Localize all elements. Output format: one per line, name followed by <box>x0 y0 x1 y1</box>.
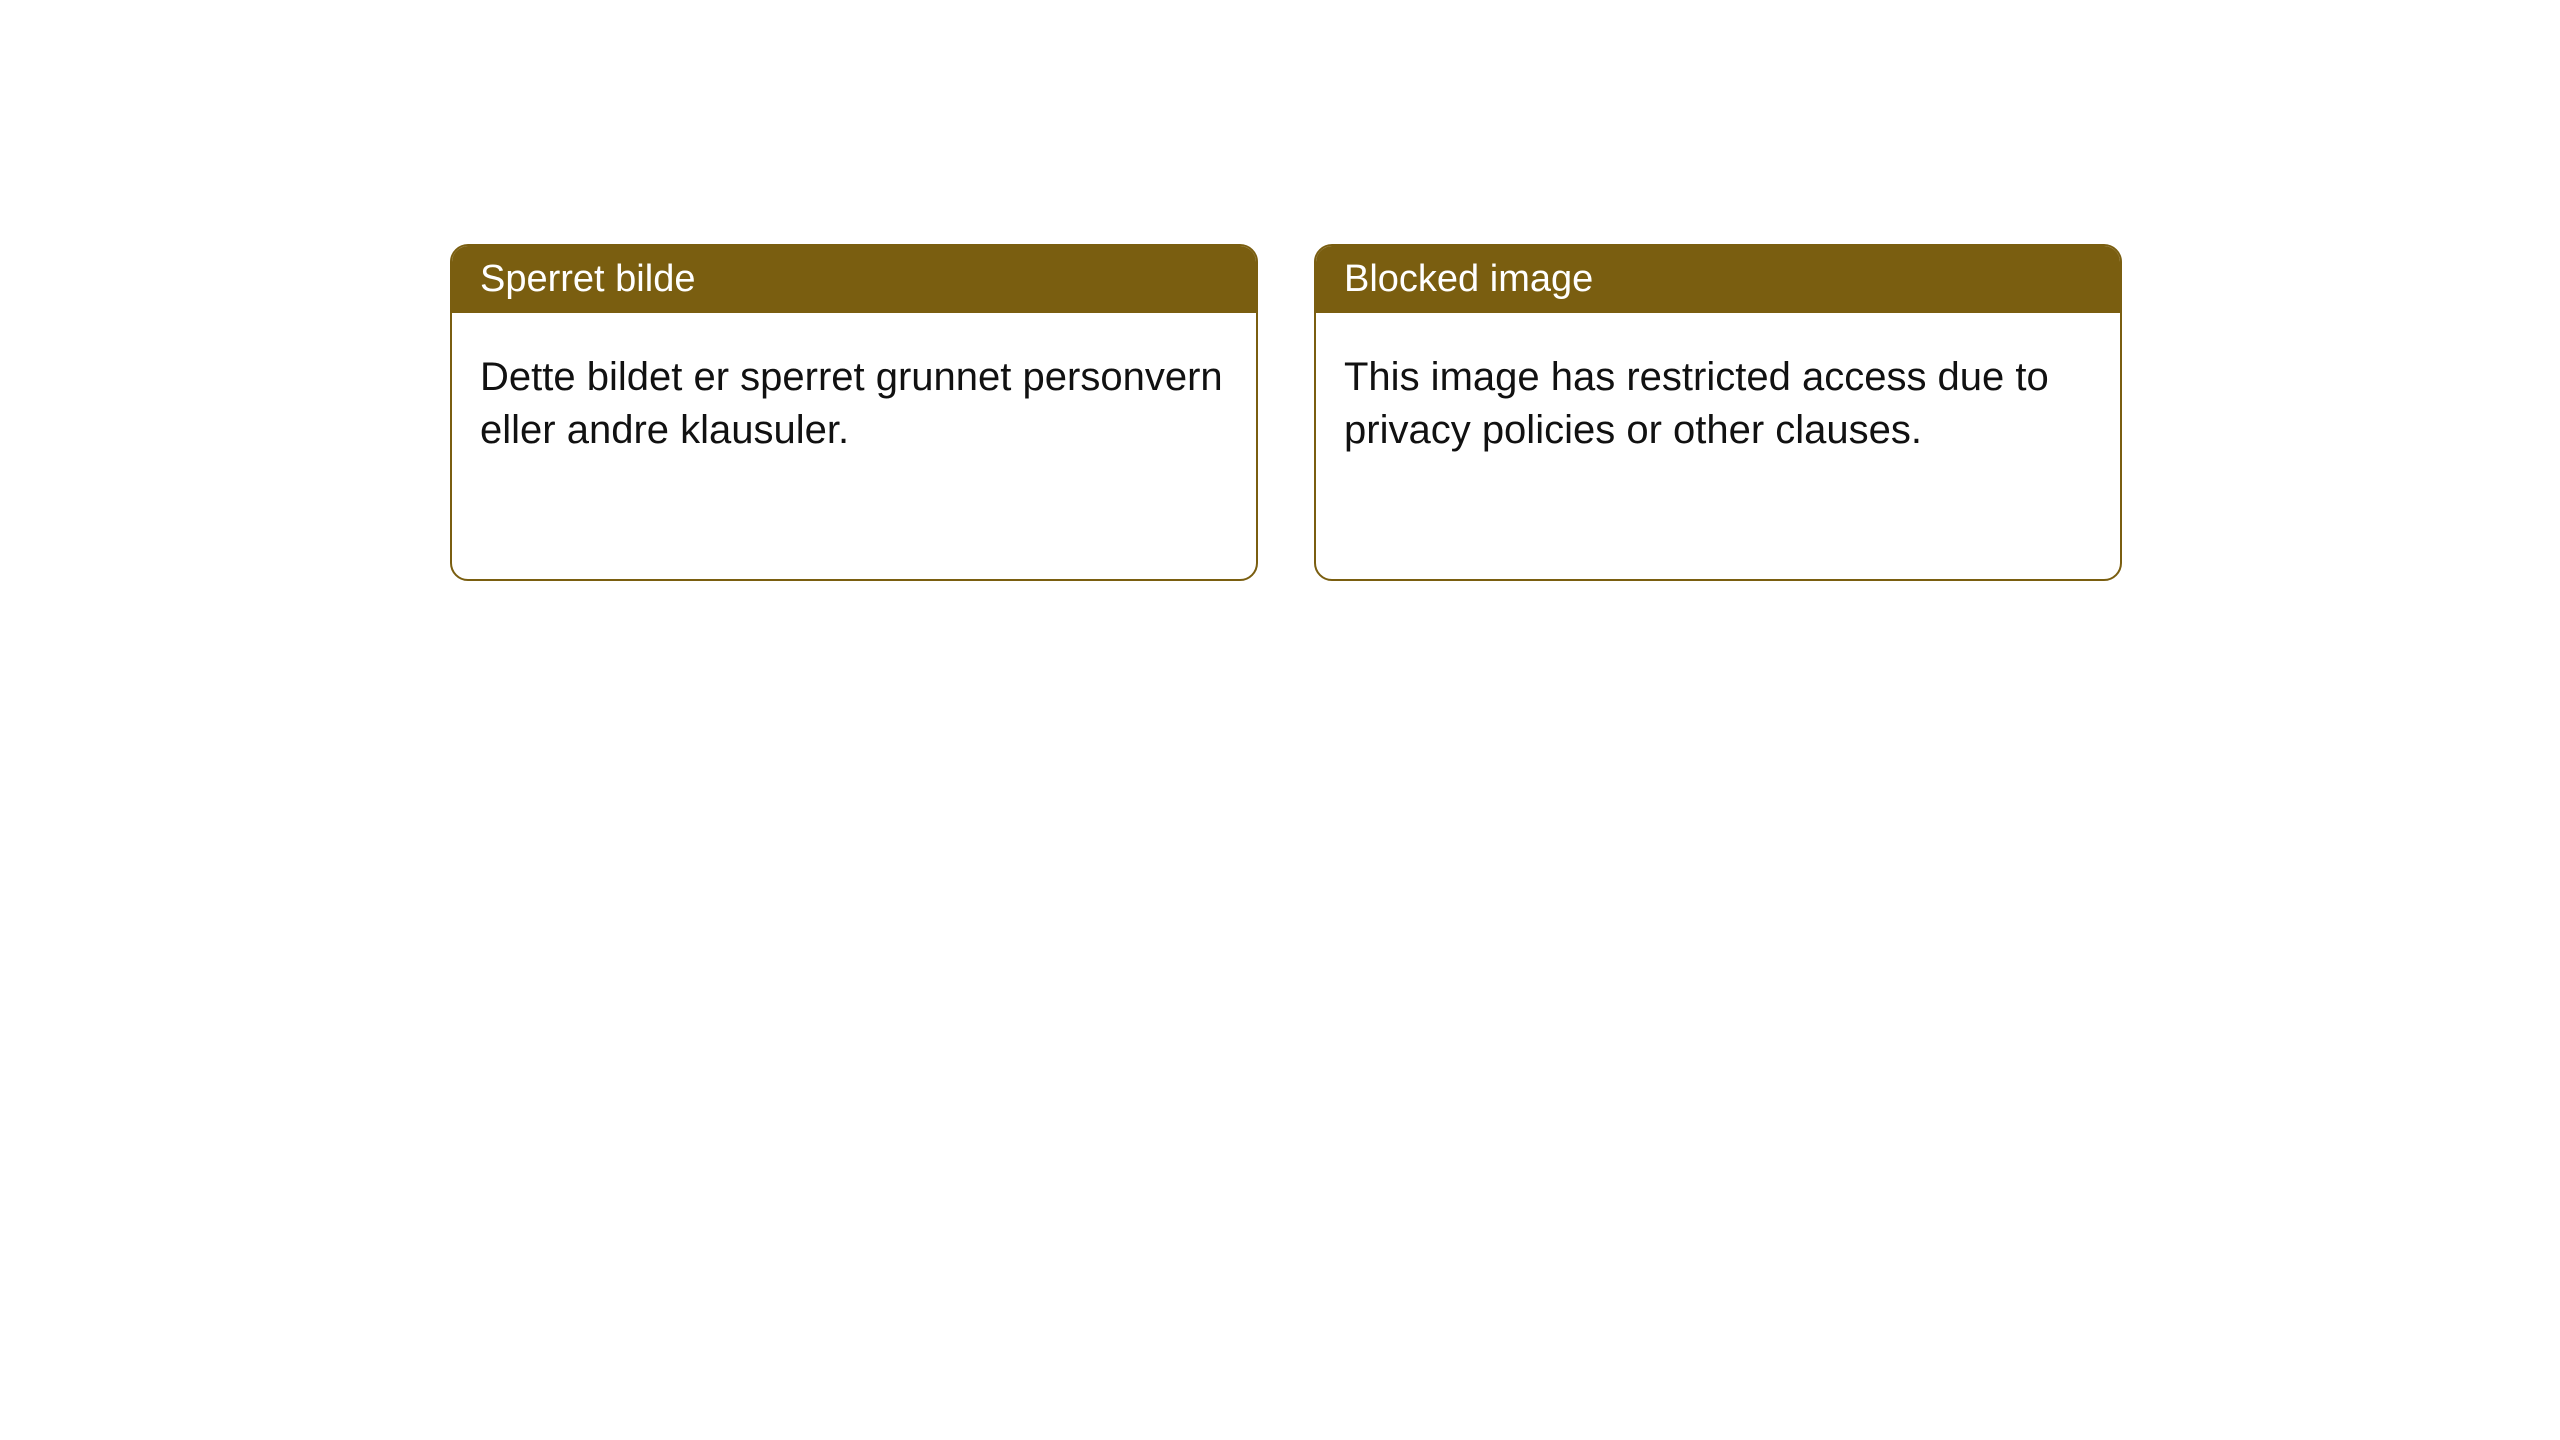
notice-body: Dette bildet er sperret grunnet personve… <box>452 313 1256 495</box>
notice-card-english: Blocked image This image has restricted … <box>1314 244 2122 581</box>
notice-header: Blocked image <box>1316 246 2120 313</box>
notice-body-text: This image has restricted access due to … <box>1344 355 2049 452</box>
notice-body-text: Dette bildet er sperret grunnet personve… <box>480 355 1223 452</box>
notice-body: This image has restricted access due to … <box>1316 313 2120 495</box>
notice-title: Blocked image <box>1344 258 1593 300</box>
notice-header: Sperret bilde <box>452 246 1256 313</box>
notice-title: Sperret bilde <box>480 258 695 300</box>
notice-card-norwegian: Sperret bilde Dette bildet er sperret gr… <box>450 244 1258 581</box>
notice-container: Sperret bilde Dette bildet er sperret gr… <box>0 0 2560 581</box>
